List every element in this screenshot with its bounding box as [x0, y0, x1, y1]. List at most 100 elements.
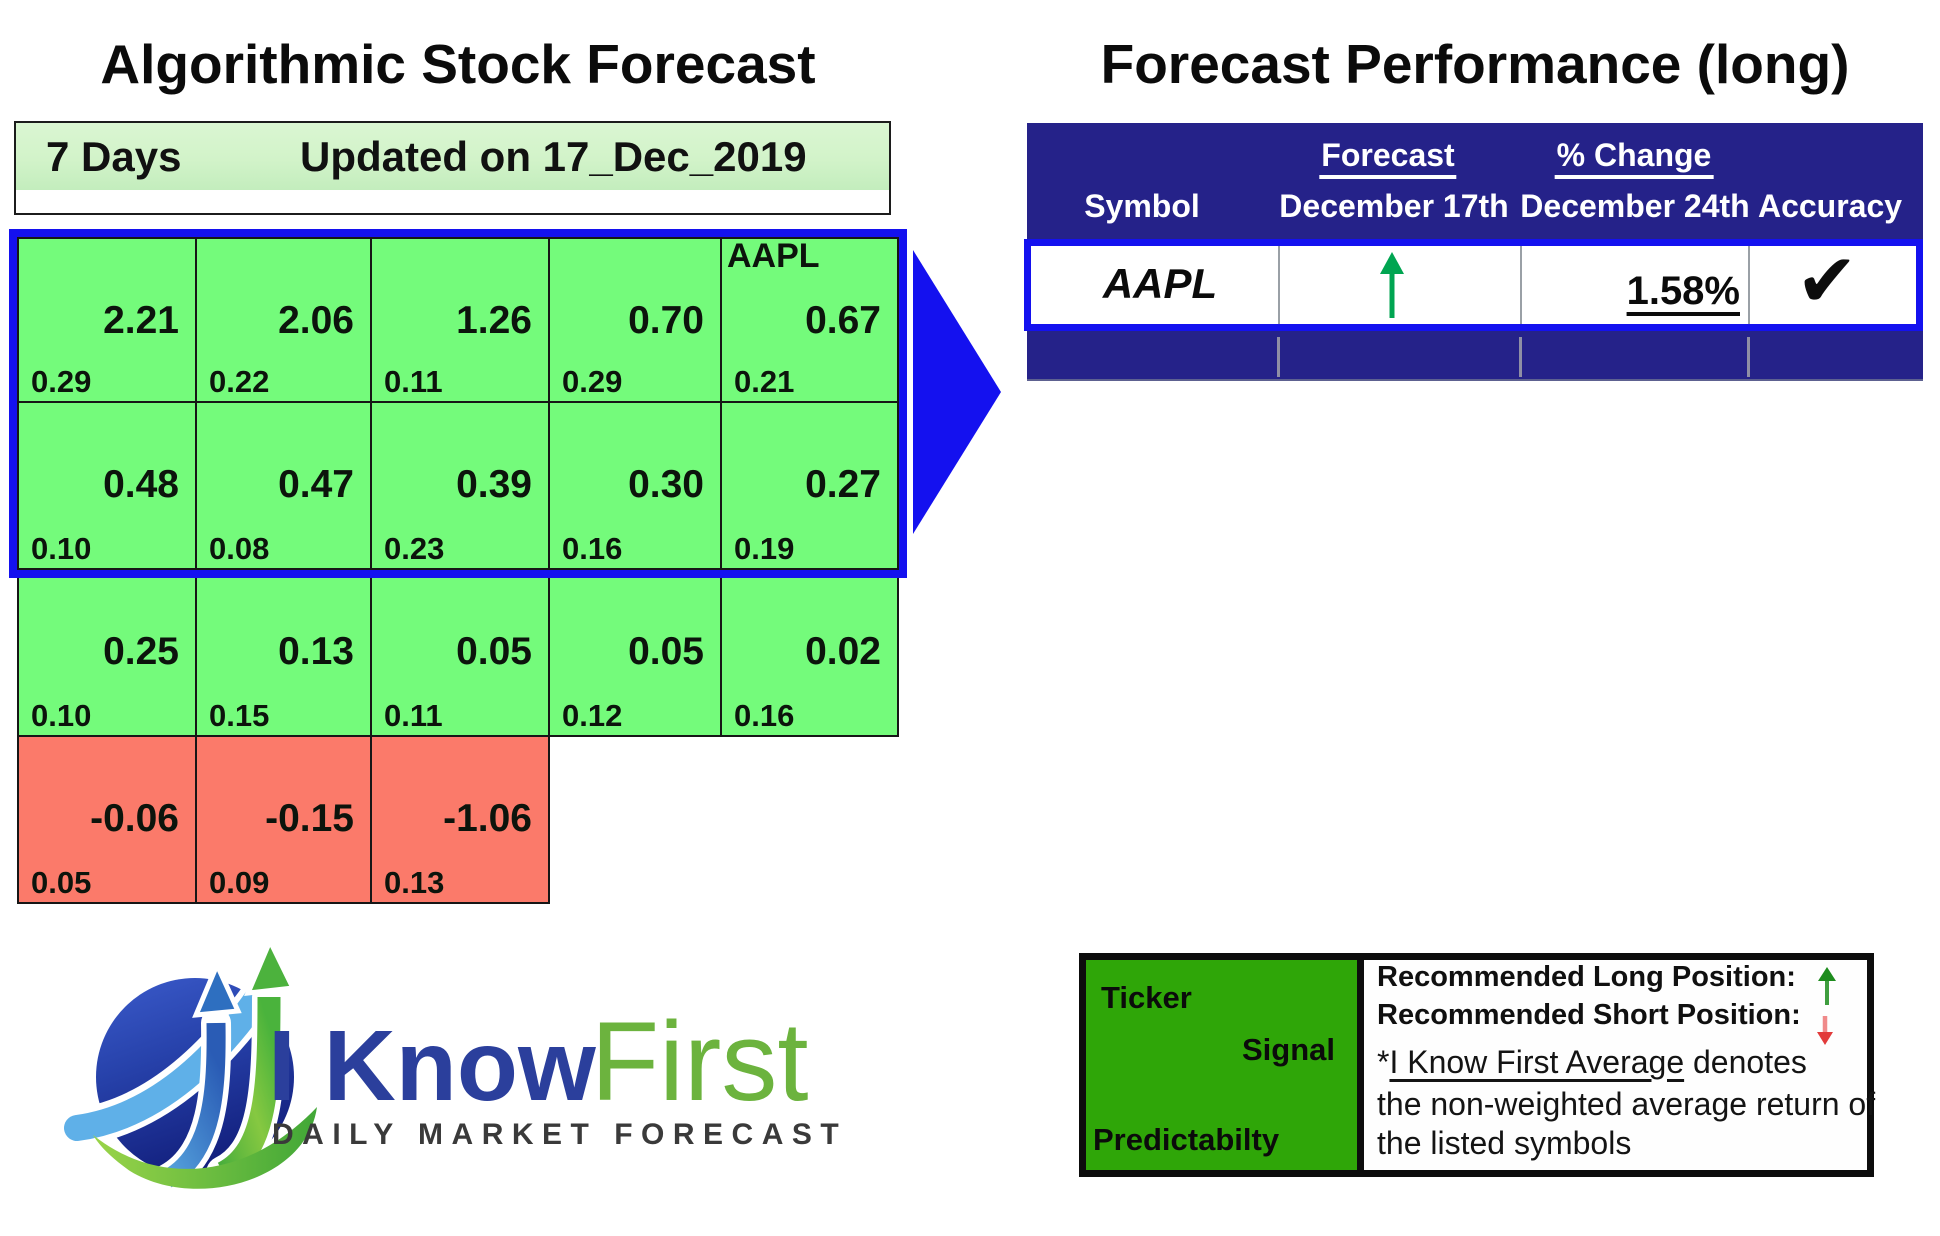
heatmap-cell: 2.21 0.29 — [17, 237, 197, 403]
performance-title: Forecast Performance (long) — [1100, 33, 1850, 95]
period-header-box: 7 Days Updated on 17_Dec_2019 — [14, 121, 891, 215]
heatmap-cell: 0.27 0.19 — [722, 403, 899, 570]
accuracy-check-icon: ✔ — [1795, 238, 1859, 324]
heatmap-cell: -0.15 0.09 — [197, 737, 372, 904]
note-denotes: denotes — [1684, 1044, 1807, 1080]
signal-value: 0.05 — [456, 630, 532, 673]
heatmap-cell: 0.05 0.11 — [372, 570, 550, 737]
signal-value: 0.67 — [805, 299, 881, 342]
heatmap-cell: 0.30 0.16 — [550, 403, 722, 570]
predictability-value: 0.08 — [209, 531, 270, 566]
signal-value: 0.39 — [456, 463, 532, 506]
predictability-value: 0.29 — [31, 364, 92, 399]
forecast-group-header: Forecast — [1319, 139, 1457, 179]
legend-box: Ticker Signal Predictabilty Recommended … — [1079, 953, 1876, 1177]
column-divider — [1277, 337, 1280, 377]
performance-table: Forecast % Change Symbol December 17th D… — [1024, 123, 1923, 381]
period-header-band: 7 Days Updated on 17_Dec_2019 — [16, 123, 889, 190]
predictability-value: 0.11 — [384, 364, 443, 399]
predictability-value: 0.10 — [31, 698, 92, 733]
signal-value: 2.06 — [278, 299, 354, 342]
signal-value: 0.02 — [805, 630, 881, 673]
row-change: 1.58% — [1626, 269, 1740, 313]
legend-long-line: Recommended Long Position: — [1377, 961, 1796, 993]
accuracy-header: Accuracy — [1757, 188, 1903, 224]
pointer-arrow — [913, 250, 1001, 534]
logo-text-first: First — [590, 999, 809, 1124]
predictability-value: 0.21 — [734, 364, 795, 399]
legend-short-line: Recommended Short Position: — [1377, 999, 1801, 1031]
predictability-value: 0.05 — [31, 865, 92, 900]
legend-note-line2: the non-weighted average return of — [1377, 1086, 1876, 1122]
long-up-arrow-icon — [1818, 967, 1836, 1005]
signal-value: 0.13 — [278, 630, 354, 673]
signal-value: -0.06 — [90, 797, 179, 840]
updated-label: Updated on 17_Dec_2019 — [300, 133, 807, 180]
predictability-value: 0.16 — [734, 698, 795, 733]
signal-value: 2.21 — [103, 299, 179, 342]
predictability-value: 0.22 — [209, 364, 270, 399]
column-divider — [1519, 337, 1522, 377]
signal-value: 0.25 — [103, 630, 179, 673]
signal-value: -1.06 — [443, 797, 532, 840]
column-divider — [1278, 246, 1280, 324]
predictability-value: 0.16 — [562, 531, 623, 566]
signal-value: 1.26 — [456, 299, 532, 342]
legend-predictability-label: Predictabilty — [1093, 1122, 1280, 1157]
heatmap-empty-cell — [550, 737, 722, 904]
column-divider — [1520, 246, 1522, 324]
heatmap-cell: -1.06 0.13 — [372, 737, 550, 904]
table-data-row: AAPL 1.58% ✔ — [1024, 239, 1923, 331]
change-date-header: December 24th — [1520, 188, 1750, 224]
forecast-up-arrow-icon — [1380, 252, 1404, 318]
legend-signal-label: Signal — [1241, 1032, 1335, 1067]
predictability-value: 0.09 — [209, 865, 270, 900]
logo-wordmark: I KnowFirst — [268, 1006, 808, 1118]
heatmap-cell: 0.70 0.29 — [550, 237, 722, 403]
heatmap-cell: 0.47 0.08 — [197, 403, 372, 570]
signal-value: -0.15 — [265, 797, 354, 840]
signal-value: 0.30 — [628, 463, 704, 506]
change-group-header: % Change — [1554, 139, 1714, 179]
heatmap-empty-cell — [722, 737, 899, 904]
short-down-arrow-icon — [1817, 1016, 1833, 1045]
heatmap-cell: 0.39 0.23 — [372, 403, 550, 570]
heatmap-cell: 2.06 0.22 — [197, 237, 372, 403]
predictability-value: 0.12 — [562, 698, 623, 733]
logo-subtitle: DAILY MARKET FORECAST — [272, 1118, 848, 1151]
signal-value: 0.05 — [628, 630, 704, 673]
column-divider — [1747, 337, 1750, 377]
note-underlined: I Know First Average — [1389, 1044, 1685, 1080]
ticker-label: AAPL — [727, 237, 820, 275]
predictability-value: 0.29 — [562, 364, 623, 399]
logo-text-iknow: I Know — [268, 1010, 596, 1122]
signal-value: 0.27 — [805, 463, 881, 506]
heatmap-cell: 1.26 0.11 — [372, 237, 550, 403]
legend-key-panel: Ticker Signal Predictabilty — [1086, 960, 1364, 1170]
heatmap-title: Algorithmic Stock Forecast — [100, 33, 816, 95]
table-empty-row — [1027, 331, 1923, 381]
heatmap-cell: -0.06 0.05 — [17, 737, 197, 904]
table-bottom-edge — [1027, 379, 1923, 381]
predictability-value: 0.23 — [384, 531, 445, 566]
signal-value: 0.47 — [278, 463, 354, 506]
forecast-heatmap: 2.21 0.29 2.06 0.22 1.26 0.11 0.70 0.29 … — [9, 229, 907, 904]
heatmap-cell: 0.13 0.15 — [197, 570, 372, 737]
legend-note-line1: *I Know First Average denotes — [1377, 1046, 1807, 1078]
heatmap-cell: 0.02 0.16 — [722, 570, 899, 737]
predictability-value: 0.15 — [209, 698, 270, 733]
iknowfirst-logo-graphic — [60, 935, 317, 1194]
heatmap-cell: 0.48 0.10 — [17, 403, 197, 570]
heatmap-cell: 0.25 0.10 — [17, 570, 197, 737]
predictability-value: 0.19 — [734, 531, 795, 566]
period-label: 7 Days — [46, 133, 182, 180]
signal-value: 0.70 — [628, 299, 704, 342]
predictability-value: 0.11 — [384, 698, 443, 733]
signal-value: 0.48 — [103, 463, 179, 506]
predictability-value: 0.13 — [384, 865, 445, 900]
note-star: * — [1377, 1044, 1390, 1080]
heatmap-cell-aapl: AAPL 0.67 0.21 — [722, 237, 899, 403]
symbol-header: Symbol — [1084, 188, 1200, 224]
forecast-date-header: December 17th — [1279, 188, 1509, 224]
predictability-value: 0.10 — [31, 531, 92, 566]
